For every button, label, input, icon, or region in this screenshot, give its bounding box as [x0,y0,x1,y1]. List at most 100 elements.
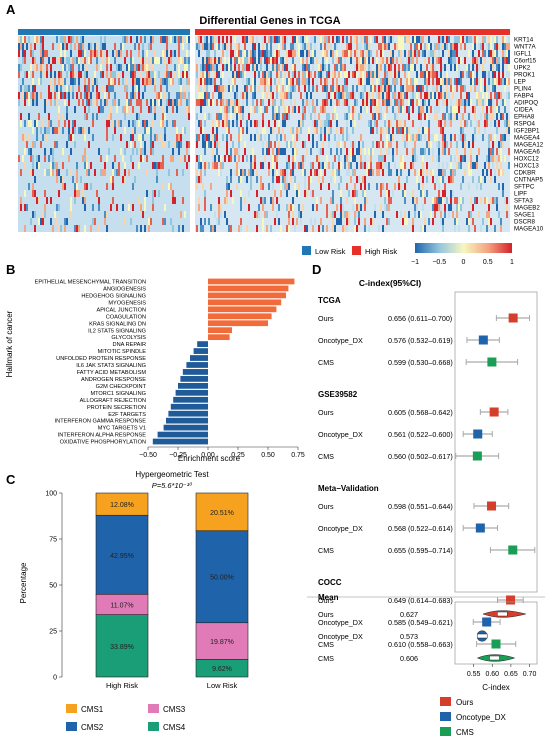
heatmap-cell [300,162,302,169]
heatmap-cell [198,155,200,162]
heatmap-cell [216,43,218,50]
heatmap-cell [314,169,316,176]
enrichment-bar [208,327,232,334]
heatmap-cell [140,204,142,211]
heatmap-cell [170,78,172,85]
segment-label: 12.08% [110,502,134,509]
heatmap-cell [450,141,452,148]
heatmap-cell [196,43,198,50]
heatmap-cell [380,64,382,71]
forest-ci-label: 0.576 (0.532–0.619) [388,336,453,345]
heatmap-cell [158,190,160,197]
heatmap-cell [90,99,92,106]
heatmap-cell [44,190,46,197]
heatmap-cell [474,106,476,113]
heatmap-cell [242,71,244,78]
heatmap-cell [238,64,240,71]
heatmap-cell [354,71,356,78]
heatmap-cell [246,36,248,43]
heatmap-cell [416,50,418,57]
heatmap-cell [458,71,460,78]
heatmap-cell [212,134,214,141]
heatmap-cell [58,113,60,120]
heatmap-cell [484,50,486,57]
heatmap-cell [444,36,446,43]
heatmap-cell [302,113,304,120]
heatmap-cell [262,120,264,127]
heatmap-cell [348,211,350,218]
heatmap-cell [148,64,150,71]
heatmap-cell [244,169,246,176]
heatmap-cell [488,43,490,50]
heatmap-cell [236,43,238,50]
heatmap-cell [224,64,226,71]
forest-ci-label: 0.605 (0.568–0.642) [388,408,453,417]
heatmap-cell [174,197,176,204]
heatmap-cell [490,50,492,57]
heatmap-cell [256,176,258,183]
heatmap-cell [146,78,148,85]
heatmap-cell [332,50,334,57]
heatmap-cell [384,71,386,78]
heatmap-cell [160,134,162,141]
heatmap-cell [30,218,32,225]
heatmap-cell [432,197,434,204]
heatmap-cell [206,57,208,64]
heatmap-cell [402,36,404,43]
heatmap-cell [24,78,26,85]
heatmap-cell [202,71,204,78]
heatmap-cell [48,169,50,176]
heatmap-cell [378,64,380,71]
heatmap-cell [450,176,452,183]
heatmap-cell [410,134,412,141]
heatmap-cell [326,113,328,120]
heatmap-cell [184,36,186,43]
heatmap-cell [412,120,414,127]
heatmap-cell [408,36,410,43]
heatmap-cell [210,99,212,106]
heatmap-cell [508,43,510,50]
forest-group-title: COCC [318,578,342,587]
heatmap-cell [144,64,146,71]
heatmap-cell [286,204,288,211]
heatmap-cell [448,78,450,85]
heatmap-cell [238,71,240,78]
x-tick-label: 0.75 [291,452,305,459]
heatmap-cell [340,162,342,169]
heatmap-cell [198,176,200,183]
heatmap-cell [314,127,316,134]
heatmap-cell [206,99,208,106]
heatmap-cell [474,134,476,141]
heatmap-cell [440,71,442,78]
heatmap-cell [274,190,276,197]
heatmap-cell [498,43,500,50]
heatmap-cell [328,141,330,148]
heatmap-cell [236,57,238,64]
heatmap-cell [138,113,140,120]
forest-x-tick-label: 0.55 [467,671,481,678]
heatmap-cell [344,36,346,43]
heatmap-cell [282,127,284,134]
heatmap-cell [332,36,334,43]
heatmap-cell [330,211,332,218]
heatmap-cell [118,78,120,85]
heatmap-cell [318,155,320,162]
heatmap-cell [132,85,134,92]
heatmap-cell [434,92,436,99]
heatmap-cell [354,141,356,148]
heatmap-cell [60,57,62,64]
heatmap-cell [294,141,296,148]
heatmap-cell [368,71,370,78]
heatmap-cell [440,36,442,43]
heatmap-cell [404,36,406,43]
heatmap-cell [274,155,276,162]
heatmap-cell [424,78,426,85]
heatmap-cell [136,85,138,92]
heatmap-cell [96,190,98,197]
heatmap-cell [102,85,104,92]
heatmap-cell [184,71,186,78]
heatmap-cell [496,204,498,211]
heatmap-cell [44,169,46,176]
heatmap-cell [204,141,206,148]
